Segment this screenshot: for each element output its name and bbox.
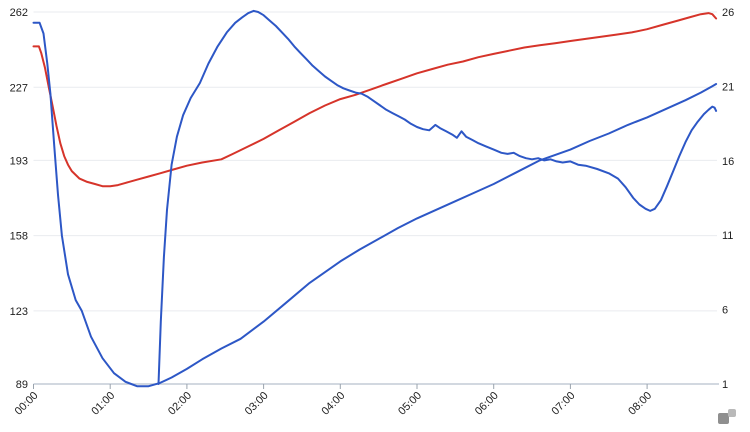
y-axis-left-label-193: 193 <box>10 155 28 167</box>
x-axis-label-08:00: 08:00 <box>626 390 654 418</box>
y-axis-left-label-123: 123 <box>10 306 28 318</box>
amcharts-logo[interactable] <box>718 409 736 424</box>
y-axis-left-label-89: 89 <box>16 379 28 391</box>
y-axis-left-label-158: 158 <box>10 231 28 243</box>
y-axis-left-label-227: 227 <box>10 82 28 94</box>
y-axis-right-label-16: 16 <box>722 156 734 168</box>
x-axis-label-07:00: 07:00 <box>550 390 578 418</box>
x-axis-label-01:00: 01:00 <box>89 390 117 418</box>
y-axis-right-label-21: 21 <box>722 81 734 93</box>
x-axis-label-02:00: 02:00 <box>166 390 194 418</box>
y-axis-right-label-11: 11 <box>722 230 733 242</box>
x-axis-label-00:00: 00:00 <box>13 390 41 418</box>
series-blue-smooth-u-curve <box>32 21 718 388</box>
amcharts-logo-square-dark <box>718 413 729 424</box>
x-axis-label-06:00: 06:00 <box>473 390 501 418</box>
amcharts-logo-square-light <box>728 409 736 417</box>
x-axis-label-05:00: 05:00 <box>396 390 424 418</box>
series-red-line <box>32 12 718 188</box>
y-axis-right-label-1: 1 <box>722 379 728 391</box>
y-axis-left-label-262: 262 <box>10 7 28 19</box>
x-axis-label-04:00: 04:00 <box>319 390 347 418</box>
y-axis-right-label-26: 26 <box>722 7 734 19</box>
y-axis-right-label-6: 6 <box>722 305 728 317</box>
series-blue-jagged-line <box>157 9 718 385</box>
x-axis-label-03:00: 03:00 <box>243 390 271 418</box>
